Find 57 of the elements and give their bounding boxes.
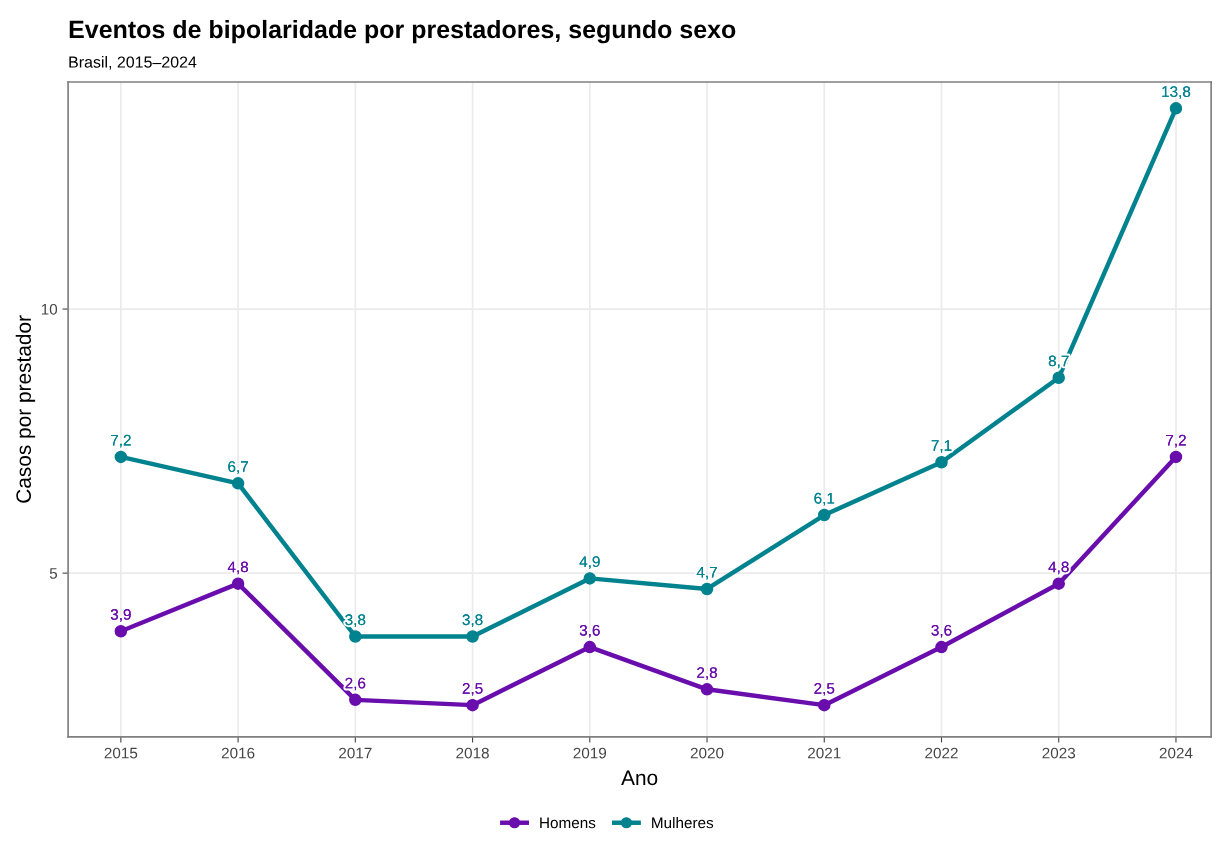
point	[1052, 577, 1065, 590]
x-tick-label: 2020	[690, 747, 724, 759]
point	[349, 693, 362, 707]
x-tick-label: 2022	[925, 747, 958, 759]
x-tick-label: 2015	[104, 747, 138, 759]
point	[700, 582, 714, 596]
y-tick-label: 10	[41, 303, 58, 315]
data-label: 3,8	[345, 614, 366, 627]
point	[466, 698, 479, 712]
point	[583, 572, 597, 585]
data-label: 4,9	[579, 556, 600, 569]
y-tick-label: 5	[49, 568, 58, 579]
data-label: 7,2	[111, 434, 131, 448]
point	[114, 450, 128, 464]
x-tick-label: 2017	[339, 747, 372, 759]
data-label: 13,8	[1162, 86, 1191, 99]
x-tick-label: 2018	[456, 747, 489, 759]
data-label: 6,1	[814, 492, 835, 506]
data-label: 3,6	[931, 624, 952, 638]
point	[583, 640, 597, 654]
data-label: 3,8	[462, 614, 483, 627]
point	[818, 698, 831, 712]
data-label: 7,2	[1166, 434, 1186, 448]
data-label: 3,9	[110, 609, 131, 622]
data-label: 2,5	[462, 682, 483, 696]
x-tick-label: 2023	[1042, 747, 1076, 759]
point	[935, 455, 948, 469]
point	[1052, 371, 1065, 384]
x-tick-label: 2019	[573, 747, 607, 759]
x-tick-label: 2024	[1159, 747, 1193, 759]
point	[114, 624, 128, 638]
x-axis-title: Ano	[621, 770, 658, 786]
point	[231, 477, 245, 490]
data-label: 7,1	[931, 440, 952, 453]
point	[818, 508, 831, 522]
data-label: 4,8	[1048, 561, 1069, 575]
point	[700, 683, 714, 696]
legend-label: Homens	[540, 817, 596, 829]
data-label: 4,8	[227, 561, 249, 575]
point	[935, 640, 948, 654]
point	[466, 630, 479, 643]
chart-subtitle: Brasil, 2015–2024	[69, 56, 197, 70]
point	[1169, 102, 1183, 115]
data-label: 3,6	[579, 624, 600, 638]
point	[1169, 450, 1183, 464]
data-label: 2,6	[345, 677, 366, 691]
data-label: 2,5	[814, 682, 835, 696]
legend-label: Mulheres	[652, 817, 714, 829]
data-label: 4,7	[696, 566, 717, 580]
y-axis-title: Casos por prestador	[15, 315, 36, 503]
data-label: 2,8	[697, 667, 717, 680]
point	[231, 577, 245, 590]
x-tick-label: 2016	[221, 747, 255, 759]
x-tick-label: 2021	[808, 747, 841, 759]
data-label: 6,7	[228, 461, 248, 474]
chart-title: Eventos de bipolaridade por prestadores, segundo sexo	[69, 19, 736, 44]
point	[349, 630, 362, 643]
